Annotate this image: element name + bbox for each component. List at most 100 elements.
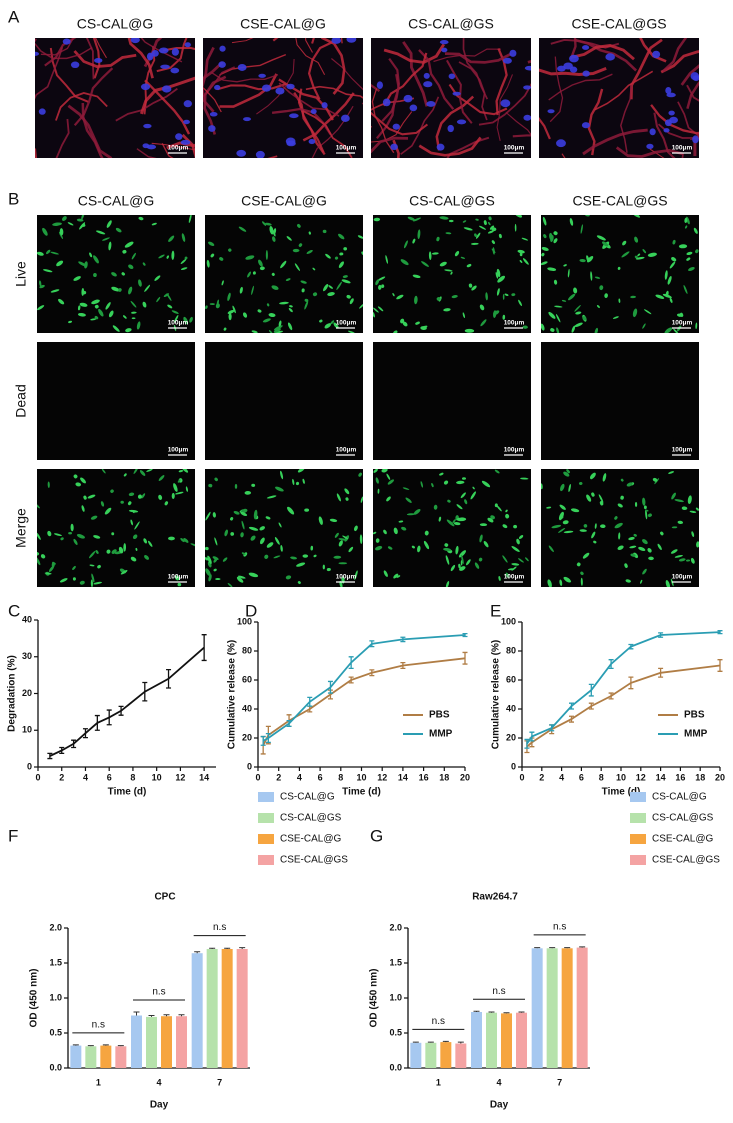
cell (684, 225, 688, 229)
cell (375, 538, 380, 543)
nucleus (524, 65, 531, 71)
cell (297, 223, 301, 228)
cell (412, 217, 422, 222)
cell (387, 479, 395, 485)
cell (386, 473, 391, 480)
cell (251, 285, 254, 295)
micrograph: 100μm (35, 38, 195, 158)
legend-swatch (258, 792, 274, 802)
cell (549, 232, 553, 240)
cell (450, 271, 453, 275)
actin (382, 52, 428, 107)
y-tick-label: 1.0 (389, 992, 402, 1002)
error-bar (106, 709, 112, 726)
error-bar (658, 667, 664, 678)
cell (50, 251, 59, 255)
actin (569, 38, 577, 60)
cell (130, 300, 137, 308)
cell (168, 536, 175, 541)
cell (105, 302, 111, 310)
scale-bar-label: 100μm (504, 145, 525, 152)
cell (131, 252, 136, 260)
cell (205, 546, 209, 551)
cells (373, 215, 529, 333)
nucleus (146, 52, 154, 61)
nucleus (151, 49, 159, 57)
cell (279, 301, 289, 305)
cell (618, 532, 621, 540)
cell (563, 264, 567, 267)
cell (177, 582, 182, 587)
cell (377, 306, 384, 312)
cell (301, 288, 305, 293)
cell (118, 546, 124, 554)
x-tick-label: 6 (579, 772, 584, 782)
bar (455, 1043, 467, 1068)
cell (131, 317, 136, 320)
cell (664, 270, 668, 280)
cell (547, 579, 552, 587)
actin (219, 53, 287, 76)
cell (212, 512, 216, 518)
error-bar (142, 681, 148, 702)
nucleus (502, 57, 512, 64)
cell (158, 254, 165, 259)
x-tick-label: 16 (675, 772, 685, 782)
scale-bar-label: 100μm (168, 574, 189, 581)
bar (471, 1012, 482, 1068)
cell (622, 240, 627, 246)
cell (45, 249, 51, 255)
nucleus (130, 38, 140, 44)
cell (602, 473, 607, 482)
nucleus (556, 139, 566, 148)
cell (686, 216, 690, 225)
cell (37, 503, 40, 509)
cells (205, 469, 363, 587)
cell (491, 240, 495, 245)
cell (124, 241, 134, 248)
nucleus (649, 128, 656, 136)
cell (132, 534, 138, 540)
cell (593, 540, 597, 544)
nucleus (183, 119, 190, 125)
cell (339, 252, 344, 256)
cell (640, 579, 643, 584)
x-tick-label: 7 (557, 1077, 562, 1087)
cell (405, 497, 412, 503)
cell (519, 259, 523, 263)
cell (478, 225, 486, 230)
cell (433, 504, 438, 510)
cell (386, 496, 391, 502)
cell (487, 517, 494, 523)
actin (302, 109, 353, 158)
cell (174, 575, 180, 581)
x-tick-label: 0 (519, 772, 524, 782)
cell (266, 495, 277, 499)
cell (334, 256, 339, 260)
significance-label: n.s (553, 922, 566, 933)
micrograph-bg (541, 342, 699, 460)
cell (73, 474, 78, 479)
cell (357, 235, 363, 239)
cell (502, 524, 508, 529)
cell (665, 580, 671, 587)
actin (371, 97, 415, 111)
cell (221, 280, 224, 286)
cell (227, 310, 235, 315)
error-bar (348, 676, 354, 684)
significance-label: n.s (92, 1020, 105, 1031)
cell (596, 305, 600, 309)
cell (272, 236, 276, 242)
legend-swatch (258, 834, 274, 844)
cell (242, 312, 248, 318)
error-bar (462, 651, 468, 665)
scale-bar-label: 100μm (504, 447, 525, 454)
cell (219, 257, 224, 261)
actin (620, 85, 632, 153)
cell (72, 565, 76, 570)
x-tick-label: 6 (107, 772, 112, 782)
cell (624, 563, 628, 568)
cell (645, 509, 648, 520)
error-bar (473, 1010, 480, 1012)
nucleus (308, 138, 316, 145)
